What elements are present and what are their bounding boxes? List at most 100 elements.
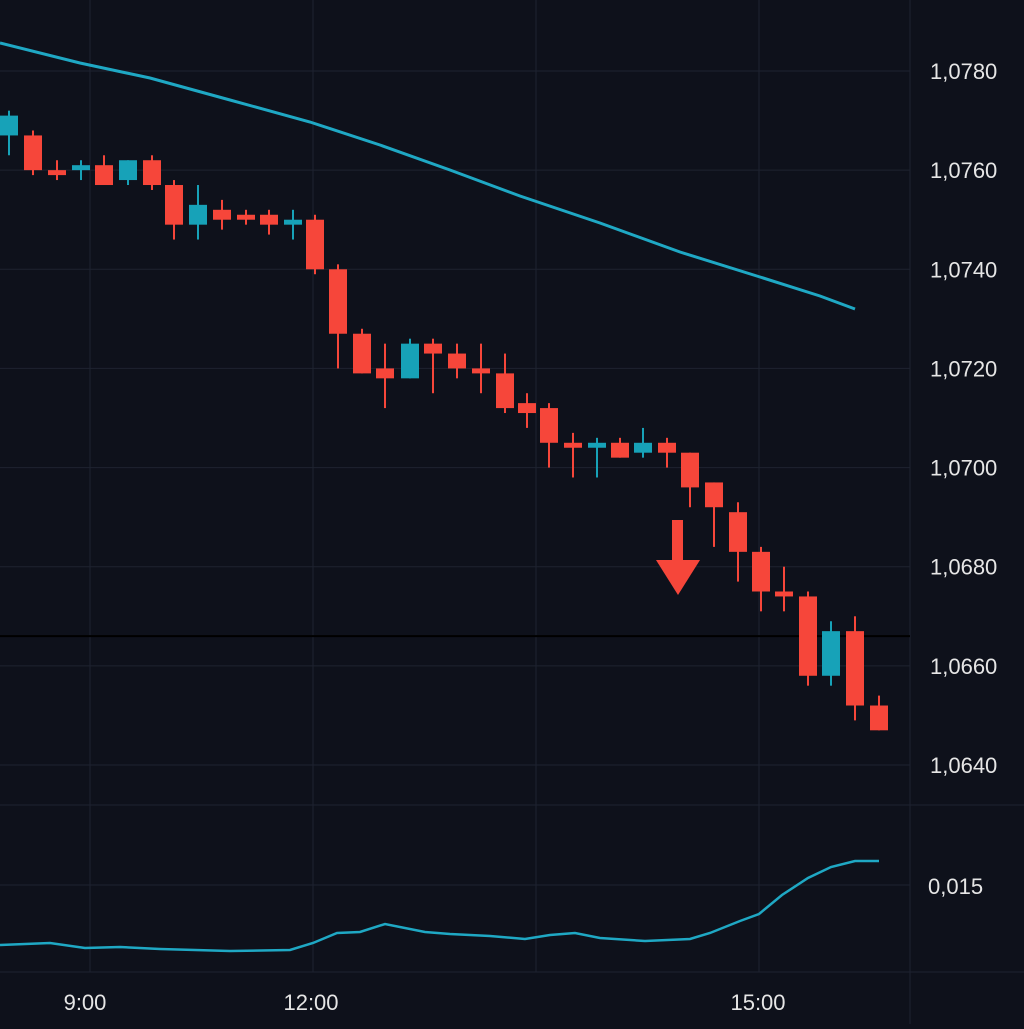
candle-body — [705, 482, 723, 508]
arrow-shaft — [672, 520, 683, 562]
moving-average-line — [0, 41, 856, 311]
candle-body — [306, 219, 324, 270]
candle — [401, 338, 419, 379]
candle — [518, 393, 536, 428]
candle-body — [822, 631, 840, 676]
candle — [729, 502, 747, 582]
candle — [564, 432, 582, 478]
indicator-line — [0, 859, 879, 953]
candle-body — [143, 160, 161, 186]
candle-body — [72, 165, 90, 171]
candle-body — [376, 368, 394, 379]
axes: 1,0780 1,0760 1,0740 1,0720 1,0700 1,0680 1,06… — [64, 59, 998, 1015]
arrow-head — [656, 560, 700, 595]
candle-body — [48, 170, 66, 176]
candle — [540, 403, 558, 468]
candle — [0, 110, 18, 156]
candle — [658, 437, 676, 468]
candlesticks — [0, 110, 888, 731]
candle-body — [165, 185, 183, 225]
candle — [472, 343, 490, 394]
candle — [611, 437, 629, 458]
candle-body — [681, 452, 699, 488]
time-axis-label: 12:00 — [283, 990, 338, 1015]
candle-body — [658, 442, 676, 453]
price-axis-label: 1,0680 — [930, 555, 997, 580]
candle — [119, 160, 137, 186]
candle-body — [588, 442, 606, 448]
price-axis-label: 1,0720 — [930, 356, 997, 381]
candle — [237, 209, 255, 225]
ma-line — [0, 41, 856, 311]
candle — [870, 695, 888, 731]
candle — [213, 199, 231, 230]
candle — [284, 209, 302, 240]
candle-body — [189, 204, 207, 225]
candle — [329, 264, 347, 369]
candle-body — [24, 135, 42, 171]
time-axis-label: 15:00 — [730, 990, 785, 1015]
price-axis-label: 1,0740 — [930, 257, 997, 282]
price-axis-label: 1,0700 — [930, 456, 997, 481]
candle-body — [496, 373, 514, 409]
price-axis-label: 1,0780 — [930, 59, 997, 84]
candle-body — [564, 442, 582, 448]
candle-body — [95, 165, 113, 186]
candle-body — [775, 591, 793, 597]
candle-body — [213, 209, 231, 220]
candle-body — [0, 115, 18, 136]
candle — [95, 155, 113, 186]
candle — [189, 185, 207, 240]
candle — [634, 427, 652, 458]
candle — [260, 209, 278, 235]
candle — [822, 621, 840, 686]
candle — [306, 214, 324, 275]
candle — [775, 566, 793, 612]
candle-body — [284, 219, 302, 225]
candle — [705, 482, 723, 547]
candle-body — [846, 631, 864, 706]
candle — [72, 160, 90, 181]
candle — [752, 546, 770, 612]
candle-body — [329, 269, 347, 334]
candle-body — [729, 512, 747, 552]
candle — [376, 343, 394, 409]
price-axis-label: 1,0640 — [930, 753, 997, 778]
candle — [799, 591, 817, 686]
price-axis-label: 1,0760 — [930, 158, 997, 183]
candle — [143, 155, 161, 190]
candle-body — [119, 160, 137, 181]
candle-body — [870, 705, 888, 731]
candle-body — [540, 408, 558, 443]
candle-body — [799, 596, 817, 676]
candle — [588, 437, 606, 478]
indicator-panel — [0, 859, 879, 953]
candle-body — [401, 343, 419, 379]
candle — [496, 353, 514, 414]
sell-signal-arrow — [656, 520, 700, 595]
candle — [24, 130, 42, 176]
price-axis-label: 1,0660 — [930, 654, 997, 679]
candle-body — [448, 353, 466, 369]
candle-body — [752, 551, 770, 592]
candle — [165, 180, 183, 240]
candle-body — [237, 214, 255, 220]
candle-body — [611, 442, 629, 458]
candle — [424, 338, 442, 394]
candle — [48, 160, 66, 181]
candle — [353, 328, 371, 374]
candle-body — [472, 368, 490, 374]
candle-body — [260, 214, 278, 225]
candle-body — [518, 403, 536, 414]
candle-body — [353, 333, 371, 374]
indicator-axis-label: 0,015 — [928, 874, 983, 899]
candle — [448, 343, 466, 379]
time-axis-label: 9:00 — [64, 990, 107, 1015]
candle — [681, 452, 699, 508]
candle-body — [424, 343, 442, 354]
candle-body — [634, 442, 652, 453]
candle — [846, 616, 864, 721]
